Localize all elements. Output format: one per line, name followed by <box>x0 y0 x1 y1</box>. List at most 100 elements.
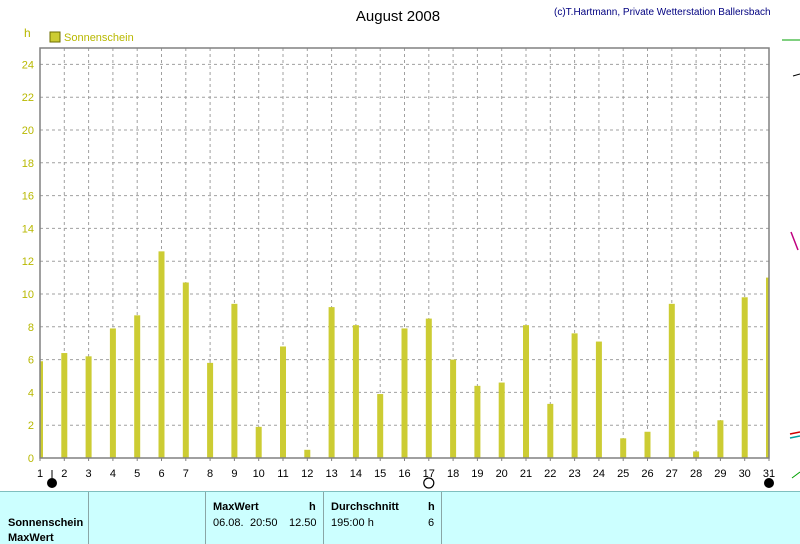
x-tick-label: 11 <box>277 468 288 480</box>
bar <box>644 431 651 458</box>
legend-label: Sonnenschein <box>64 32 134 44</box>
x-tick-label: 6 <box>158 468 164 480</box>
y-tick-label: 16 <box>22 191 34 203</box>
bar <box>40 361 43 458</box>
bar <box>425 318 432 458</box>
y-tick-label: 0 <box>28 453 34 465</box>
avg-value: 6 <box>428 517 435 529</box>
x-tick-label: 23 <box>568 468 580 480</box>
stats-panel: Sonnenschein MaxWert MaxWert h 06.08. 20… <box>0 491 800 544</box>
bar <box>109 328 116 458</box>
panel-divider <box>205 492 206 544</box>
bar <box>352 325 359 458</box>
side-fragment <box>782 39 800 479</box>
x-tick-label: 10 <box>253 468 265 480</box>
bar <box>61 353 68 458</box>
x-tick-label: 12 <box>301 468 313 480</box>
x-tick-label: 7 <box>183 468 189 480</box>
x-tick-labels: 1 2 3 4 5 6 7 8 9 10 11 12 13 14 15 16 17 18 19 20 21 22 23 24 2… <box>37 458 775 480</box>
panel-divider <box>441 492 442 544</box>
bar <box>377 394 384 458</box>
x-tick-label: 15 <box>374 468 386 480</box>
x-tick-label: 29 <box>714 468 726 480</box>
bar <box>571 333 578 458</box>
bar <box>498 382 505 458</box>
copyright-text: (c)T.Hartmann, Private Wetterstation Bal… <box>554 7 771 18</box>
x-tick-label: 2 <box>61 468 67 480</box>
y-tick-label: 12 <box>22 256 34 268</box>
y-tick-label: 4 <box>28 387 34 399</box>
x-tick-label: 9 <box>231 468 237 480</box>
x-tick-label: 24 <box>593 468 605 480</box>
x-tick-label: 31 <box>763 468 775 480</box>
max-header: MaxWert <box>213 501 259 513</box>
bars <box>40 251 769 458</box>
x-tick-label: 30 <box>739 468 751 480</box>
avg-unit: h <box>428 501 435 513</box>
x-tick-label: 16 <box>398 468 410 480</box>
bar <box>304 449 311 458</box>
bar <box>547 403 554 458</box>
bar <box>401 328 408 458</box>
bar <box>231 303 238 458</box>
x-tick-label: 4 <box>110 468 116 480</box>
bar <box>207 362 214 458</box>
bar <box>328 307 335 458</box>
new-moon-icon <box>764 478 774 488</box>
max-unit: h <box>309 501 316 513</box>
bar <box>450 359 457 458</box>
bar <box>523 325 529 458</box>
x-tick-label: 21 <box>520 468 532 480</box>
avg-header: Durchschnitt <box>331 501 399 513</box>
max-date: 06.08. <box>213 517 244 529</box>
bar <box>717 420 724 458</box>
bar <box>280 346 286 458</box>
bar <box>620 438 627 458</box>
panel-divider <box>88 492 89 544</box>
x-tick-label: 1 <box>37 468 43 480</box>
y-axis-unit-label: h <box>24 26 31 40</box>
x-tick-label: 5 <box>134 468 140 480</box>
bar <box>474 385 481 458</box>
bar <box>693 451 700 458</box>
y-tick-label: 2 <box>28 420 34 432</box>
x-tick-label: 27 <box>666 468 678 480</box>
full-moon-icon <box>423 477 435 489</box>
x-tick-label: 19 <box>471 468 483 480</box>
x-tick-label: 22 <box>544 468 556 480</box>
chart: August 2008 (c)T.Hartmann, Private Wette… <box>22 7 800 489</box>
y-tick-label: 18 <box>22 158 34 170</box>
x-tick-label: 26 <box>641 468 653 480</box>
row-label-maxwert: MaxWert <box>8 532 54 544</box>
legend-swatch <box>49 31 61 43</box>
bar <box>85 356 92 458</box>
y-tick-label: 10 <box>22 289 34 301</box>
x-tick-label: 18 <box>447 468 459 480</box>
panel-divider <box>323 492 324 544</box>
bar <box>255 426 262 458</box>
bar <box>158 251 165 458</box>
x-tick-label: 20 <box>496 468 508 480</box>
y-tick-label: 20 <box>22 125 34 137</box>
bar <box>741 297 748 458</box>
bar <box>182 282 189 458</box>
x-tick-label: 8 <box>207 468 213 480</box>
row-label-sonnenschein: Sonnenschein <box>8 517 84 529</box>
y-tick-label: 24 <box>22 59 34 71</box>
bar <box>668 303 675 458</box>
max-value: 12.50 <box>289 517 317 529</box>
y-tick-label: 14 <box>22 223 34 235</box>
x-tick-label: 17 <box>423 468 435 480</box>
chart-title: August 2008 <box>356 8 440 25</box>
bar <box>595 341 602 458</box>
y-tick-label: 8 <box>28 322 34 334</box>
y-tick-label: 22 <box>22 92 34 104</box>
x-tick-label: 3 <box>86 468 92 480</box>
bar <box>766 277 769 458</box>
x-tick-label: 14 <box>350 468 362 480</box>
x-tick-label: 28 <box>690 468 702 480</box>
x-tick-label: 13 <box>325 468 337 480</box>
bar <box>134 315 141 458</box>
avg-total: 195:00 h <box>331 517 374 529</box>
